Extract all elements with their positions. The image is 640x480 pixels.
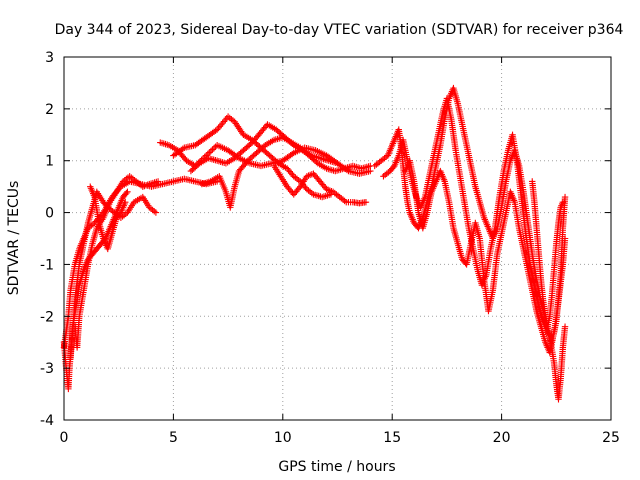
data-point — [212, 127, 219, 134]
data-point — [561, 235, 569, 242]
grid-layer — [64, 57, 611, 420]
data-point — [123, 189, 130, 197]
data-point — [243, 158, 250, 166]
x-tick-label: 20 — [493, 430, 511, 446]
data-point — [295, 184, 303, 192]
data-point — [559, 199, 567, 206]
data-point — [122, 199, 129, 206]
x-tick-label: 5 — [169, 430, 178, 446]
data-point — [289, 171, 296, 178]
plot-frame — [63, 56, 612, 421]
data-point — [152, 209, 160, 216]
x-tick-label: 10 — [274, 430, 292, 446]
data-series-trace — [170, 113, 335, 201]
data-point — [210, 144, 218, 152]
data-point — [207, 147, 215, 155]
y-tick-label: 2 — [45, 102, 54, 118]
x-axis-label: GPS time / hours — [278, 459, 395, 475]
data-series-trace — [402, 157, 569, 356]
data-point — [206, 149, 213, 156]
data-point — [260, 143, 268, 150]
data-point — [179, 145, 186, 153]
data-point — [313, 158, 320, 166]
data-point — [561, 323, 569, 330]
y-tick-label: 1 — [45, 154, 54, 170]
data-point — [273, 158, 281, 166]
y-tick-label: -3 — [40, 361, 54, 377]
x-tick-label: 15 — [383, 430, 401, 446]
data-layer — [60, 84, 569, 403]
data-point — [362, 199, 370, 206]
data-series-trace — [270, 162, 370, 207]
data-point — [194, 161, 202, 168]
tick-layer: 0 5 10 15 20 25 -4 -3 -2 -1 0 1 2 3 — [40, 50, 620, 446]
data-point — [124, 188, 131, 196]
data-point — [561, 193, 569, 201]
y-tick-label: 0 — [45, 206, 54, 222]
data-point — [209, 146, 216, 153]
x-tick-label: 25 — [602, 430, 620, 446]
data-point — [302, 184, 309, 191]
data-series-trace — [380, 95, 569, 346]
data-series-trace — [71, 173, 162, 351]
y-tick-label: -4 — [40, 413, 54, 429]
y-axis-label: SDTVAR / TECUs — [6, 181, 22, 296]
data-series-trace — [60, 188, 160, 393]
chart-title: Day 344 of 2023, Sidereal Day-to-day VTE… — [55, 22, 624, 38]
data-point — [334, 160, 341, 167]
data-point — [204, 150, 211, 158]
data-point — [288, 150, 296, 158]
y-tick-label: -2 — [40, 309, 54, 325]
x-tick-label: 0 — [60, 430, 69, 446]
data-point — [154, 178, 162, 185]
data-series-trace — [198, 134, 374, 211]
data-series-trace — [529, 178, 567, 330]
data-point — [247, 140, 254, 148]
data-series-trace — [87, 183, 129, 253]
y-tick-label: -1 — [40, 257, 54, 273]
y-tick-label: 3 — [45, 50, 54, 66]
